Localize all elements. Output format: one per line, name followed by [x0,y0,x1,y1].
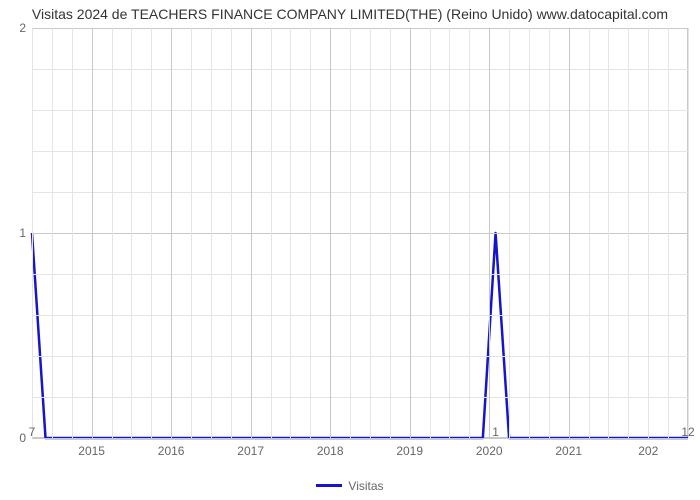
x-minor-gridline [608,28,609,438]
y-gridline [32,28,688,29]
extra-x-label: 12 [681,425,694,439]
x-tick-label: 2017 [237,444,264,458]
x-gridline [330,28,331,438]
x-minor-gridline [72,28,73,438]
x-gridline [171,28,172,438]
x-minor-gridline [370,28,371,438]
series-polyline [32,233,688,438]
x-minor-gridline [310,28,311,438]
y-minor-gridline [32,110,688,111]
extra-x-label: 1 [492,425,499,439]
x-minor-gridline [271,28,272,438]
x-gridline [489,28,490,438]
y-minor-gridline [32,192,688,193]
y-tick-label: 0 [19,431,26,445]
extra-x-label: 7 [29,425,36,439]
x-minor-gridline [430,28,431,438]
x-minor-gridline [648,28,649,438]
x-minor-gridline [112,28,113,438]
x-tick-label: 202 [638,444,658,458]
x-minor-gridline [151,28,152,438]
x-minor-gridline [688,28,689,438]
x-minor-gridline [628,28,629,438]
chart-container: Visitas 2024 de TEACHERS FINANCE COMPANY… [0,0,700,500]
x-tick-label: 2018 [317,444,344,458]
legend: Visitas [0,478,700,493]
x-minor-gridline [290,28,291,438]
y-minor-gridline [32,69,688,70]
y-minor-gridline [32,151,688,152]
legend-label: Visitas [348,479,383,493]
x-tick-label: 2019 [396,444,423,458]
x-tick-label: 2015 [78,444,105,458]
legend-swatch [316,484,342,487]
x-minor-gridline [449,28,450,438]
x-tick-label: 2020 [476,444,503,458]
x-minor-gridline [390,28,391,438]
x-gridline [251,28,252,438]
x-minor-gridline [32,28,33,438]
plot-area: 01220152016201720182019202020212027112 [32,28,688,438]
x-gridline [410,28,411,438]
chart-title: Visitas 2024 de TEACHERS FINANCE COMPANY… [0,6,700,22]
y-minor-gridline [32,356,688,357]
x-gridline [569,28,570,438]
x-minor-gridline [589,28,590,438]
x-gridline [92,28,93,438]
x-minor-gridline [469,28,470,438]
x-minor-gridline [191,28,192,438]
x-minor-gridline [509,28,510,438]
y-tick-label: 2 [19,21,26,35]
x-minor-gridline [668,28,669,438]
x-tick-label: 2021 [555,444,582,458]
y-minor-gridline [32,274,688,275]
y-gridline [32,438,688,439]
x-minor-gridline [231,28,232,438]
x-minor-gridline [549,28,550,438]
x-minor-gridline [52,28,53,438]
x-minor-gridline [211,28,212,438]
x-tick-label: 2016 [158,444,185,458]
y-tick-label: 1 [19,226,26,240]
y-minor-gridline [32,315,688,316]
y-gridline [32,233,688,234]
x-minor-gridline [350,28,351,438]
y-minor-gridline [32,397,688,398]
x-minor-gridline [529,28,530,438]
x-minor-gridline [131,28,132,438]
